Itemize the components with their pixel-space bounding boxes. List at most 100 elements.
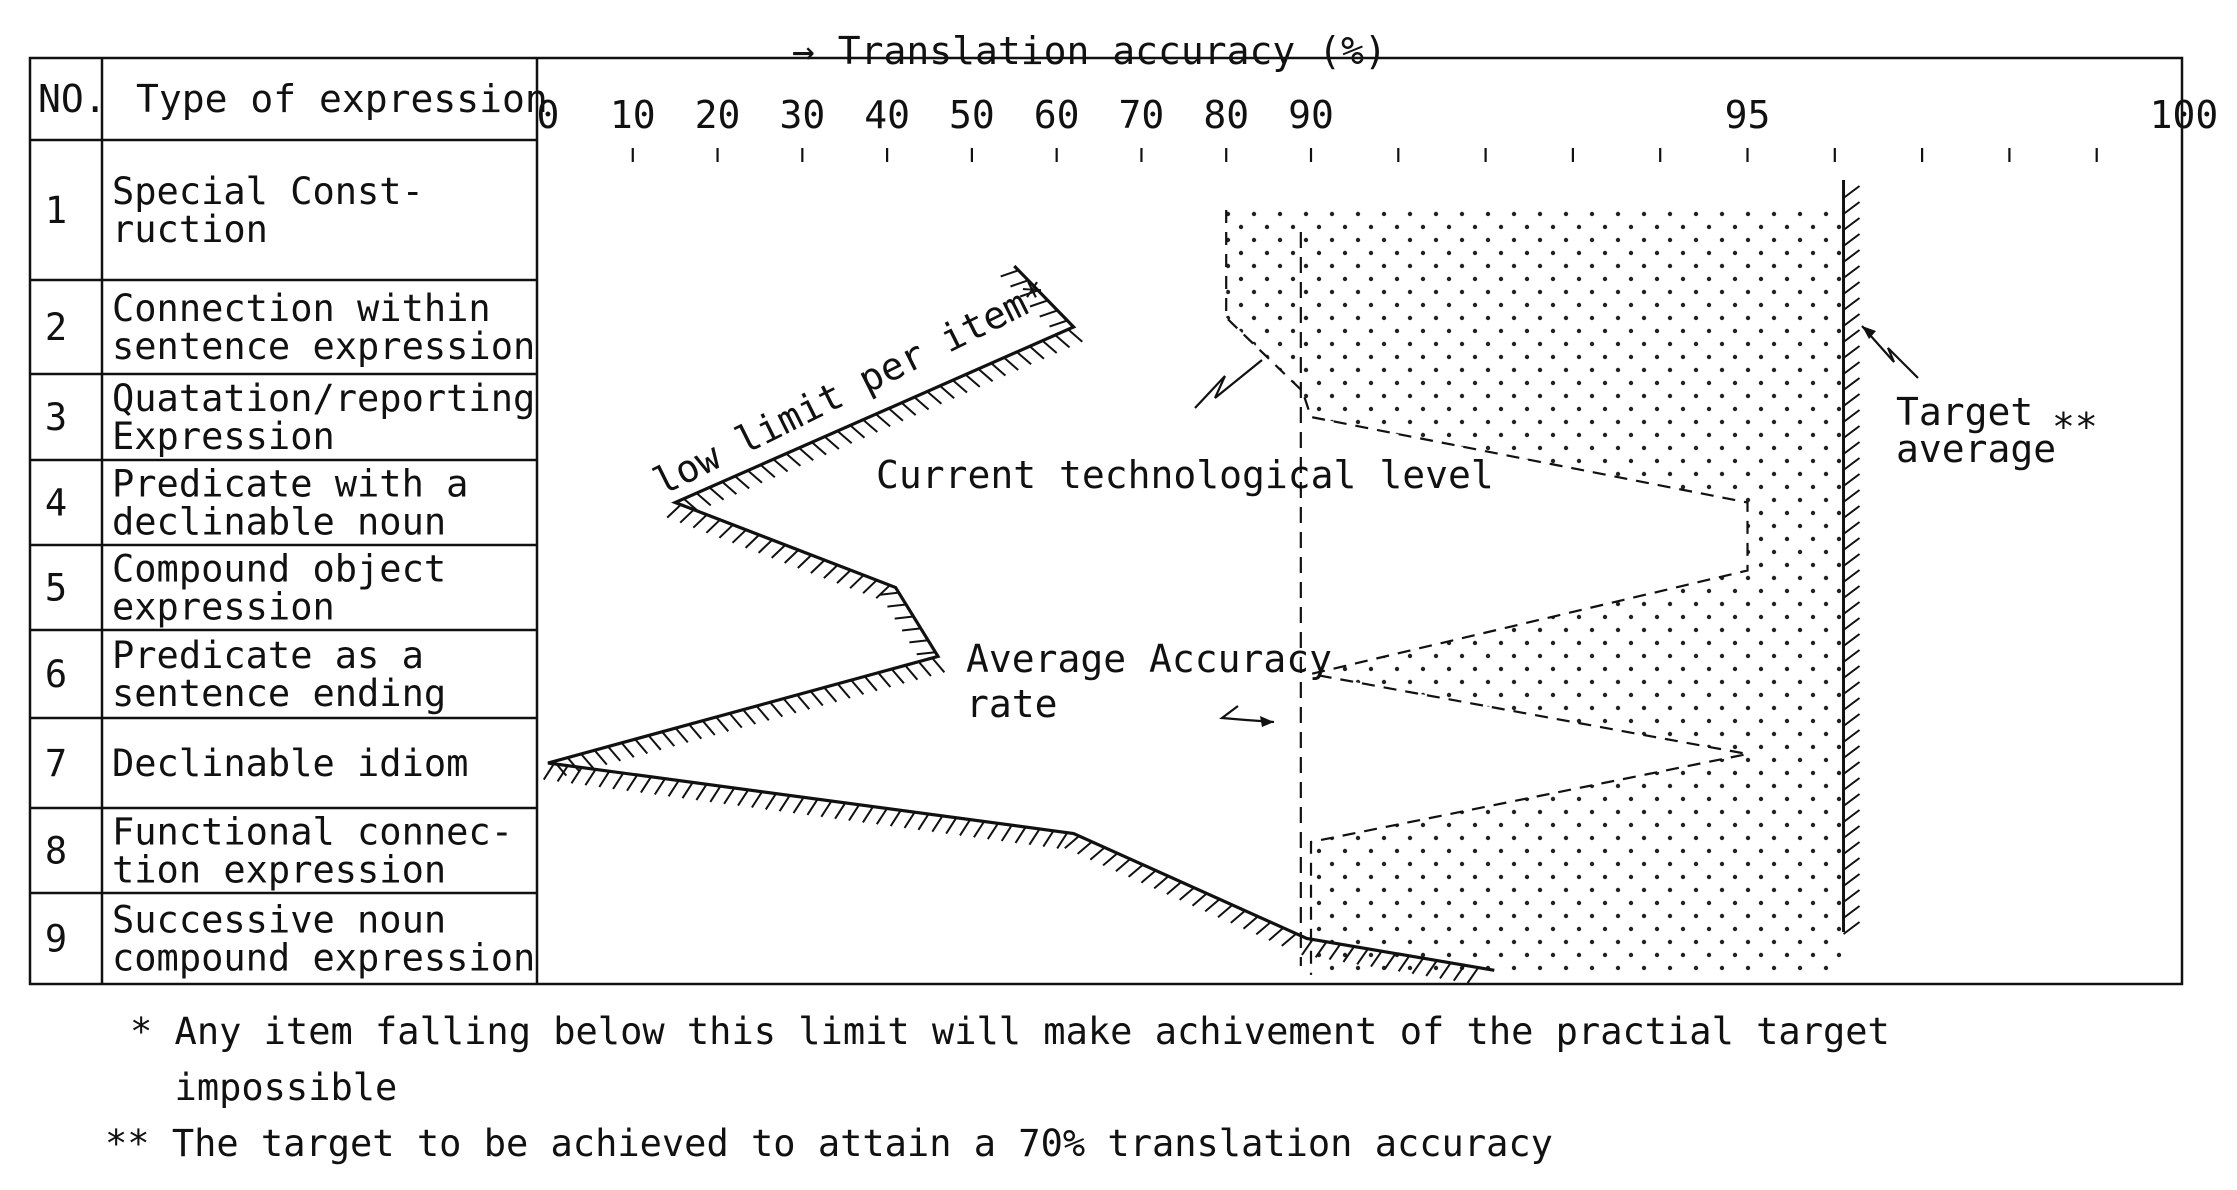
low-limit-hatch xyxy=(820,800,833,818)
current-level-label: Current technological level xyxy=(876,453,1494,497)
low-limit-hatch xyxy=(1028,828,1041,846)
low-limit-hatch xyxy=(778,794,791,812)
target-hatch xyxy=(1842,889,1861,903)
row-number: 5 xyxy=(45,567,67,610)
low-limit-hatch xyxy=(1370,950,1383,968)
low-limit-hatch xyxy=(913,396,930,411)
row-type-label: Functional connec- xyxy=(112,811,513,854)
low-limit-hatch xyxy=(862,806,874,823)
low-limit-hatch xyxy=(809,690,824,707)
target-hatch xyxy=(1842,425,1861,439)
low-limit-hatch xyxy=(889,809,902,827)
low-limit-hatch xyxy=(811,441,827,456)
low-limit-hatch xyxy=(834,802,847,820)
low-limit-hatch xyxy=(1217,904,1233,918)
low-limit-hatch xyxy=(607,745,622,762)
low-limit-hatch xyxy=(593,749,608,766)
low-limit-hatch xyxy=(1466,967,1480,984)
low-limit-hatch xyxy=(1281,932,1297,947)
target-hatch xyxy=(1842,681,1861,695)
target-hatch xyxy=(1842,857,1861,871)
low-limit-hatch xyxy=(695,492,712,507)
low-limit-hatch xyxy=(723,787,736,805)
low-limit-hatch xyxy=(1056,832,1069,849)
low-limit-hatch xyxy=(964,373,981,388)
low-limit-hatch xyxy=(1067,328,1083,343)
target-hatch xyxy=(1842,745,1861,759)
low-limit-hatch xyxy=(598,770,611,788)
low-limit-hatch xyxy=(797,554,813,569)
target-hatch xyxy=(1842,249,1861,263)
low-limit-hatch xyxy=(1049,319,1068,328)
low-limit-hatch xyxy=(718,524,734,539)
low-limit-hatch xyxy=(1383,953,1397,970)
row-type-label: Predicate with a xyxy=(112,463,468,506)
low-limit-hatch xyxy=(986,822,999,840)
target-hatch xyxy=(1842,553,1861,567)
low-limit-hatch xyxy=(888,407,904,422)
low-limit-hatch xyxy=(620,742,635,758)
target-hatch xyxy=(1842,809,1861,823)
average-rate-label: rate xyxy=(966,682,1058,726)
low-limit-hatch xyxy=(769,701,784,718)
low-limit-hatch xyxy=(1003,356,1019,371)
target-hatch xyxy=(1842,441,1861,455)
row-number: 7 xyxy=(45,742,67,785)
low-limit-hatch xyxy=(728,712,743,729)
low-limit-hatch xyxy=(939,385,955,399)
target-hatch xyxy=(1842,297,1861,311)
low-limit-hatch xyxy=(751,791,763,809)
x-axis-tick-labels: 0 10 20 30 40 50 60 70 80 90 95 100 xyxy=(537,93,2219,137)
low-limit-hatch xyxy=(1019,289,1039,298)
low-limit-hatch xyxy=(759,464,776,478)
low-limit-hatch xyxy=(1115,858,1131,872)
row-type-label: Declinable idiom xyxy=(112,742,468,785)
low-limit-hatch xyxy=(1127,863,1144,878)
tick-label: 0 xyxy=(537,93,560,137)
low-limit-hatch xyxy=(1039,309,1058,318)
target-hatch xyxy=(1842,905,1861,919)
low-limit-hatch xyxy=(667,779,680,797)
low-limit-hatch xyxy=(683,497,699,512)
low-limit-hatch xyxy=(708,486,725,501)
target-hatch xyxy=(1842,185,1861,199)
current-level-dotted-area xyxy=(1226,210,1844,975)
tick-label: 20 xyxy=(695,93,741,137)
low-limit-hatch xyxy=(764,793,777,810)
low-limit-hatch xyxy=(931,815,944,833)
low-limit-hatch xyxy=(916,651,936,656)
row-type-label: Compound object xyxy=(112,548,446,591)
low-limit-hatch xyxy=(653,778,666,796)
tick-label: 80 xyxy=(1203,93,1249,137)
low-limit-hatch xyxy=(1230,909,1246,924)
low-limit-hatch xyxy=(875,413,891,428)
low-limit-hatch xyxy=(877,672,892,688)
low-limit-hatch xyxy=(1301,938,1314,956)
tick-label: 30 xyxy=(779,93,825,137)
low-limit-hatch xyxy=(757,539,773,554)
row-number: 3 xyxy=(45,396,67,439)
low-limit-hatch xyxy=(973,820,985,838)
row-type-label: expression xyxy=(112,586,335,629)
low-limit-hatch xyxy=(1102,852,1119,867)
target-hatch xyxy=(1842,377,1861,391)
low-limit-hatch xyxy=(1356,948,1369,965)
target-hatch xyxy=(1842,201,1861,215)
low-limit-hatch xyxy=(1010,279,1029,288)
low-limit-hatch xyxy=(612,772,625,790)
low-limit-hatch xyxy=(1255,921,1272,936)
low-limit-hatch xyxy=(709,785,722,803)
target-hatch xyxy=(1842,729,1861,743)
low-limit-hatch xyxy=(570,766,583,784)
target-hatch xyxy=(1842,313,1861,327)
low-limit-hatch xyxy=(772,458,789,473)
low-limit-hatch xyxy=(904,664,919,681)
col-header-type: Type of expression xyxy=(136,77,548,121)
low-limit-hatch xyxy=(556,765,569,782)
row-type-label: ruction xyxy=(112,208,268,251)
low-limit-hatch xyxy=(1439,962,1452,979)
target-hatch xyxy=(1842,777,1861,791)
low-limit-line xyxy=(542,264,1495,984)
low-limit-hatch xyxy=(836,683,851,699)
low-limit-hatch xyxy=(1314,941,1328,958)
